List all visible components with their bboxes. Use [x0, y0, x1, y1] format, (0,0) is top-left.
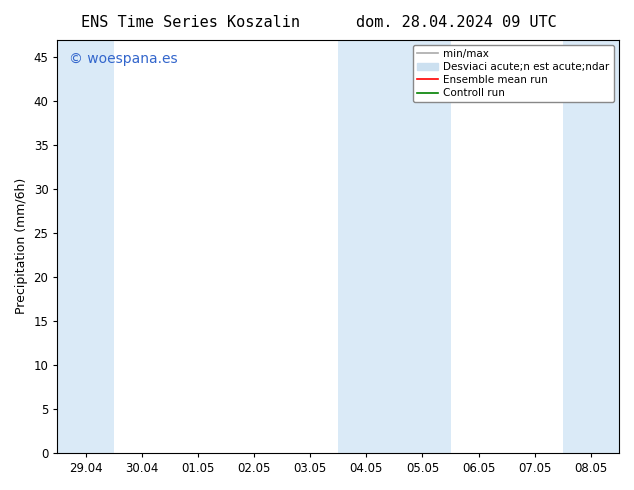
Bar	[563, 40, 619, 453]
Text: ENS Time Series Koszalin: ENS Time Series Koszalin	[81, 15, 300, 30]
Bar	[58, 40, 113, 453]
Y-axis label: Precipitation (mm/6h): Precipitation (mm/6h)	[15, 178, 28, 315]
Text: dom. 28.04.2024 09 UTC: dom. 28.04.2024 09 UTC	[356, 15, 557, 30]
Text: © woespana.es: © woespana.es	[68, 52, 178, 66]
Legend: min/max, Desviaci acute;n est acute;ndar, Ensemble mean run, Controll run: min/max, Desviaci acute;n est acute;ndar…	[413, 45, 614, 102]
Bar	[338, 40, 451, 453]
